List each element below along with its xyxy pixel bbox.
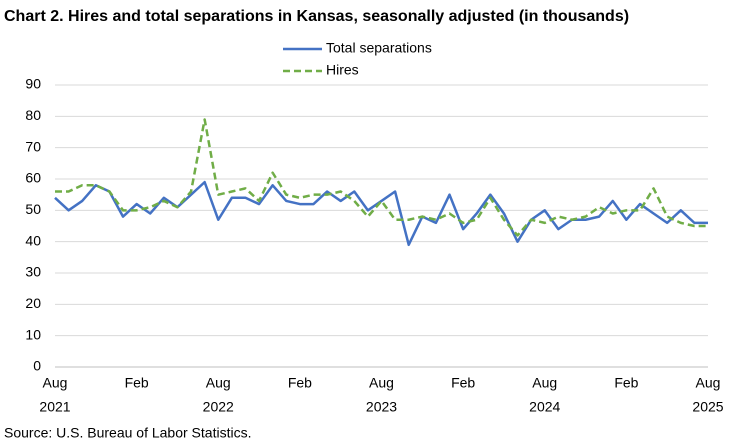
legend-label: Hires (326, 62, 359, 78)
source-note: Source: U.S. Bureau of Labor Statistics. (4, 425, 251, 441)
x-year-label: 2023 (366, 399, 397, 415)
x-tick-label: Aug (369, 375, 394, 391)
x-year-label: 2021 (39, 399, 70, 415)
y-tick-label: 40 (25, 232, 41, 248)
y-tick-label: 10 (25, 326, 41, 342)
x-tick-label: Aug (206, 375, 231, 391)
y-tick-label: 20 (25, 295, 41, 311)
legend-label: Total separations (326, 40, 432, 56)
x-year-label: 2025 (692, 399, 723, 415)
y-tick-label: 0 (33, 358, 41, 374)
x-tick-label: Feb (614, 375, 638, 391)
y-tick-label: 80 (25, 107, 41, 123)
series-line (55, 118, 708, 237)
x-tick-label: Feb (451, 375, 475, 391)
series-line (54, 180, 708, 247)
y-tick-label: 30 (25, 264, 41, 280)
y-tick-label: 50 (25, 201, 41, 217)
y-tick-label: 70 (25, 138, 41, 154)
chart-title: Chart 2. Hires and total separations in … (4, 8, 629, 25)
x-year-label: 2024 (529, 399, 560, 415)
x-tick-label: Aug (43, 375, 68, 391)
x-tick-label: Aug (696, 375, 721, 391)
x-tick-label: Feb (288, 375, 312, 391)
x-tick-label: Feb (125, 375, 149, 391)
y-tick-label: 60 (25, 170, 41, 186)
x-tick-label: Aug (532, 375, 557, 391)
x-year-label: 2022 (203, 399, 234, 415)
y-tick-label: 90 (25, 76, 41, 92)
